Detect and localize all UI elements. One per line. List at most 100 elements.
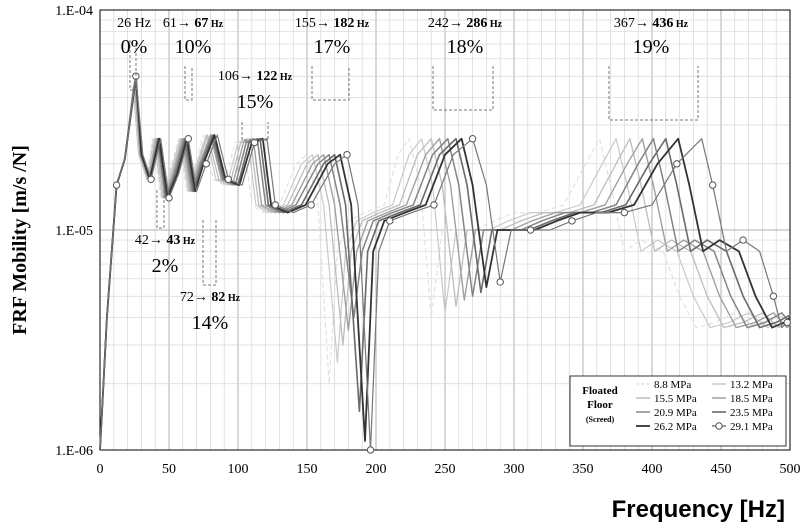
annotation-bracket	[156, 190, 165, 229]
series-marker	[202, 160, 210, 168]
series-marker	[468, 135, 477, 143]
series-line-13-2-mpa	[99, 85, 791, 451]
legend-label: 8.8 MPa	[654, 379, 691, 391]
annotation-new-frequency: 82	[211, 290, 225, 305]
annotation-bracket	[311, 66, 350, 101]
legend-title-line2: Floor	[587, 399, 613, 411]
x-tick-label: 200	[366, 462, 387, 477]
x-tick-label: 450	[711, 462, 732, 477]
legend-items: 8.8 MPa 13.2 MPa 15.5 MPa 18.5 MPa 20.9 MPa 2…	[636, 379, 773, 433]
annotation-percent: 19%	[633, 36, 670, 58]
annotation-bracket	[184, 66, 193, 101]
plot-frame	[99, 9, 791, 451]
annotation-prefix: 72→	[180, 290, 212, 305]
y-tick-label: 1.E-04	[55, 4, 93, 19]
legend-label: 13.2 MPa	[730, 379, 773, 391]
annotation-frequency: 72→ 82 Hz	[180, 290, 241, 305]
x-axis-label: Frequency [Hz]	[612, 496, 785, 523]
annotation-bracket	[202, 220, 217, 286]
y-tick-label: 1.E-05	[55, 224, 93, 239]
x-tick-label: 500	[780, 462, 800, 477]
legend: Floated Floor (Screed) 8.8 MPa 13.2 MPa 15…	[569, 375, 787, 447]
shift-annotation: 61→ 67 Hz 10%	[163, 16, 224, 101]
annotation-bracket	[608, 66, 699, 121]
legend-box	[569, 375, 787, 447]
annotation-new-frequency: 67	[194, 16, 208, 31]
annotation-prefix: 367→	[614, 16, 653, 31]
series-marker	[739, 236, 747, 244]
series-marker	[673, 160, 681, 168]
series-marker	[709, 181, 717, 189]
annotation-unit: Hz	[354, 19, 369, 30]
series-marker	[250, 138, 259, 147]
markers-layer	[112, 72, 791, 454]
legend-subtitle: (Screed)	[586, 415, 615, 424]
x-tick-label: 400	[642, 462, 663, 477]
annotation-frequency: 242→ 286 Hz	[428, 16, 503, 31]
annotation-unit: Hz	[673, 19, 688, 30]
shift-annotation: 26 Hz 0%	[117, 16, 151, 91]
series-line-8-8-mpa	[99, 87, 791, 451]
series-marker	[386, 217, 394, 225]
annotation-new-frequency: 286	[466, 16, 487, 31]
annotation-frequency: 155→ 182 Hz	[295, 16, 370, 31]
series-marker	[165, 194, 173, 202]
legend-entry: 18.5 MPa	[712, 393, 773, 405]
x-tick-label: 50	[162, 462, 176, 477]
series-marker	[147, 175, 155, 184]
annotation-percent: 0%	[121, 36, 148, 58]
annotation-unit: Hz	[277, 72, 292, 83]
legend-entry: 13.2 MPa	[712, 379, 773, 391]
legend-entry: 8.8 MPa	[636, 379, 691, 391]
annotation-prefix: 26 Hz	[117, 16, 151, 31]
annotation-frequency: 26 Hz	[117, 16, 151, 31]
annotation-new-frequency: 122	[256, 69, 277, 84]
series-line-29-1-mpa	[99, 75, 791, 451]
legend-label: 20.9 MPa	[654, 407, 697, 419]
annotation-percent: 2%	[152, 255, 179, 277]
annotation-prefix: 106→	[218, 69, 257, 84]
series-marker	[366, 446, 375, 454]
legend-marker	[715, 422, 723, 430]
annotation-bracket	[241, 122, 269, 141]
legend-entry: 23.5 MPa	[712, 407, 773, 419]
y-tick-label: 1.E-06	[55, 444, 93, 459]
y-tick-labels: 1.E-06 1.E-05 1.E-04	[55, 4, 93, 459]
series-marker	[783, 318, 791, 327]
annotation-prefix: 242→	[428, 16, 467, 31]
annotation-unit: Hz	[225, 293, 240, 304]
shift-annotation: 72→ 82 Hz 14%	[180, 220, 241, 334]
annotation-prefix: 42→	[135, 233, 167, 248]
series-marker	[307, 201, 315, 209]
annotation-prefix: 155→	[295, 16, 334, 31]
annotation-new-frequency: 43	[166, 233, 180, 248]
series-marker	[620, 208, 629, 217]
legend-entry: 26.2 MPa	[636, 421, 697, 433]
annotation-percent: 14%	[192, 312, 229, 334]
y-axis-label: FRF Mobility [m/s /N]	[9, 145, 31, 335]
legend-entry: 20.9 MPa	[636, 407, 697, 419]
annotation-frequency: 61→ 67 Hz	[163, 16, 224, 31]
annotation-unit: Hz	[208, 19, 223, 30]
legend-title-line1: Floated	[582, 385, 617, 397]
annotation-bracket	[129, 40, 137, 91]
annotation-percent: 10%	[175, 36, 212, 58]
legend-entry: 15.5 MPa	[636, 393, 697, 405]
series-marker	[343, 150, 351, 159]
x-tick-label: 250	[435, 462, 456, 477]
series-marker	[568, 217, 576, 225]
series-marker	[224, 175, 233, 184]
x-tick-labels: 0 50 100 150 200 250 300 350 400 450 500	[97, 462, 800, 477]
series-line-26-2-mpa	[99, 75, 791, 451]
legend-label: 15.5 MPa	[654, 393, 697, 405]
series-marker	[769, 292, 778, 300]
annotation-percent: 15%	[237, 91, 274, 113]
annotation-new-frequency: 436	[652, 16, 673, 31]
x-tick-label: 150	[297, 462, 318, 477]
annotation-frequency: 367→ 436 Hz	[614, 16, 689, 31]
annotation-new-frequency: 182	[333, 16, 354, 31]
